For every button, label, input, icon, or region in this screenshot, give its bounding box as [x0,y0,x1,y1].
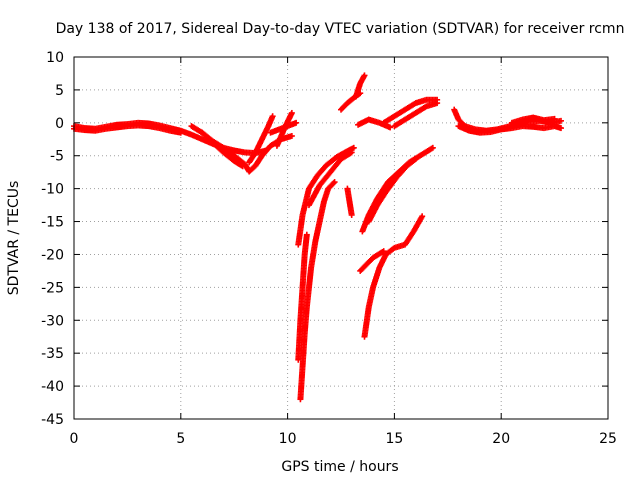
data-point-marker [558,125,565,132]
series-arc-5 [246,113,276,166]
series-arc-4 [199,129,246,170]
y-axis-label: SDTVAR / TECUs [6,181,22,296]
series-arc-7 [267,119,300,136]
series-arc-15 [361,213,426,340]
y-tick-label: -45 [41,412,64,428]
axis-ticks [73,56,609,420]
data-point-marker [303,231,310,238]
x-tick-label: 5 [176,431,185,447]
x-tick-label: 10 [279,431,297,447]
y-tick-label: 5 [55,83,64,99]
data-point-marker [239,163,246,170]
data-point-marker [331,179,338,186]
series-arc-24 [508,114,558,126]
y-tick-label: -15 [41,215,64,231]
series-arc-20 [380,96,441,126]
data-point-marker [348,149,355,156]
series-arc-21 [391,100,441,130]
x-tick-label: 0 [70,431,79,447]
data-point-marker [387,124,394,131]
data-point-marker [419,213,426,220]
data-points [71,72,565,403]
series-arc-23 [455,123,565,136]
y-tick-label: -35 [41,346,64,362]
y-tick-label: -25 [41,280,64,296]
y-tick-label: -40 [41,379,64,395]
y-tick-label: -30 [41,313,64,329]
series-arc-11 [305,149,355,209]
data-point-marker [558,117,565,124]
data-point-marker [288,109,295,116]
series-arc-14 [352,72,368,100]
data-point-marker [434,100,441,107]
data-point-marker [330,180,337,187]
data-point-marker [293,119,300,126]
data-point-marker [551,115,558,122]
chart-title: Day 138 of 2017, Sidereal Day-to-day VTE… [56,21,625,37]
data-point-marker [288,132,295,139]
data-point-marker [361,72,368,79]
data-point-marker [429,144,436,151]
series-arc-9 [295,231,310,363]
data-point-marker [177,129,184,136]
y-tick-label: -20 [41,247,64,263]
x-tick-label: 25 [599,431,617,447]
x-tick-labels: 0 5 10 15 20 25 [70,431,617,447]
series-arc-16 [357,248,387,274]
x-tick-label: 20 [492,431,510,447]
series-arc-18 [365,156,419,225]
y-tick-label: -10 [41,182,64,198]
y-tick-labels: -45 -40 -35 -30 -25 -20 -15 -10 -5 0 5 10 [41,50,64,428]
plot-frame [73,56,609,420]
series-arc-8 [297,179,338,403]
data-point-marker [412,156,419,163]
y-tick-label: 0 [55,116,64,132]
y-tick-label: 10 [46,50,64,66]
series-arc-12 [344,185,355,218]
x-axis-label: GPS time / hours [281,459,398,475]
data-point-marker [380,248,387,255]
data-point-marker [269,113,276,120]
y-tick-label: -5 [50,149,64,165]
series-arc-2 [71,122,184,136]
data-point-marker [350,144,357,151]
data-point-marker [348,211,355,218]
x-tick-label: 15 [385,431,403,447]
